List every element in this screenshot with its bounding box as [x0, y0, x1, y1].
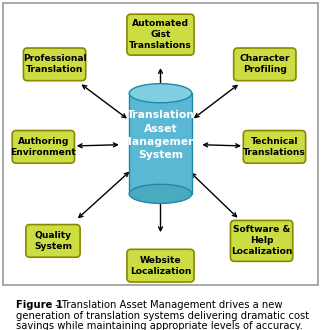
Text: Technical
Translations: Technical Translations [243, 137, 306, 157]
Text: savings while maintaining appropriate levels of accuracy.: savings while maintaining appropriate le… [16, 321, 303, 330]
FancyBboxPatch shape [12, 130, 74, 163]
Text: Authoring
Environment: Authoring Environment [11, 137, 76, 157]
FancyBboxPatch shape [3, 3, 318, 285]
Text: Quality
System: Quality System [34, 231, 72, 251]
FancyBboxPatch shape [127, 249, 194, 282]
Text: Website
Localization: Website Localization [130, 256, 191, 276]
FancyBboxPatch shape [230, 220, 293, 261]
Text: generation of translation systems delivering dramatic cost: generation of translation systems delive… [16, 311, 309, 320]
Text: Translation
Asset
Management
System: Translation Asset Management System [120, 111, 201, 160]
FancyBboxPatch shape [234, 48, 296, 81]
FancyBboxPatch shape [243, 130, 306, 163]
FancyBboxPatch shape [26, 224, 80, 257]
Text: Software &
Help
Localization: Software & Help Localization [231, 225, 292, 256]
Text: Figure 1: Figure 1 [16, 300, 63, 310]
Text: Automated
Gist
Translations: Automated Gist Translations [129, 19, 192, 50]
Text: Character
Profiling: Character Profiling [239, 54, 290, 74]
FancyBboxPatch shape [127, 14, 194, 55]
Text: Professional
Translation: Professional Translation [23, 54, 86, 74]
Ellipse shape [129, 83, 192, 103]
Ellipse shape [129, 184, 192, 203]
FancyBboxPatch shape [23, 48, 86, 81]
Text: - Translation Asset Management drives a new: - Translation Asset Management drives a … [52, 300, 282, 310]
FancyBboxPatch shape [129, 93, 192, 194]
